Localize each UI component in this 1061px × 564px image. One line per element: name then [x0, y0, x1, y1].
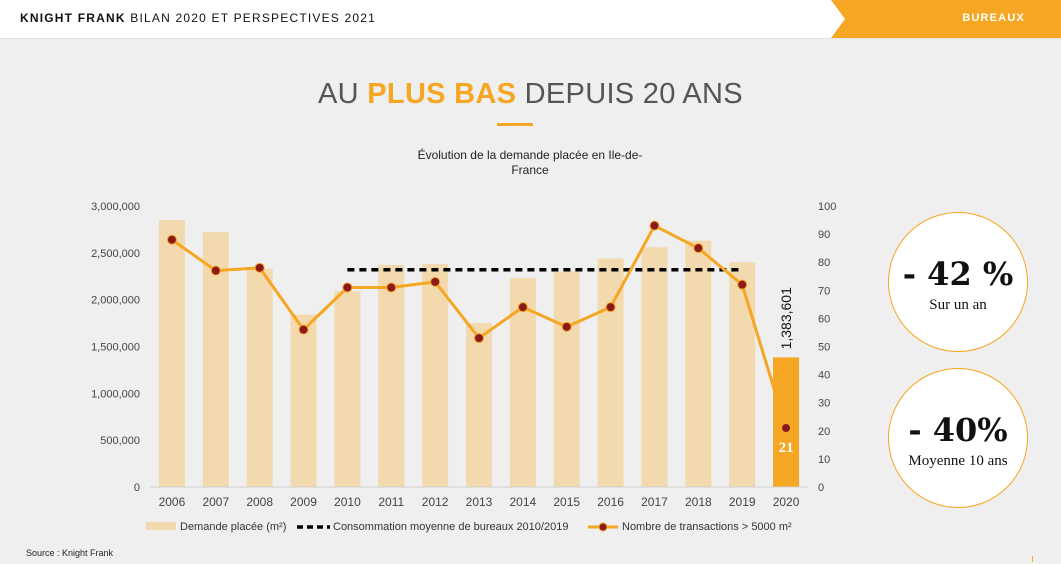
y-left-tick-label: 1,500,000 [91, 342, 140, 354]
bar-2020 [773, 357, 800, 487]
x-tick-label: 2015 [553, 495, 580, 509]
headline-underline [497, 123, 533, 126]
y-right-tick-label: 50 [818, 342, 830, 354]
y-right-tick-label: 10 [818, 454, 830, 466]
section-tag-label: BUREAUX [962, 12, 1025, 24]
kpi-label: Sur un an [929, 297, 987, 313]
x-tick-label: 2016 [597, 495, 624, 509]
transactions-point-2017 [649, 220, 660, 231]
transactions-point-2012 [430, 276, 441, 287]
bar-2009 [290, 314, 317, 487]
x-tick-label: 2018 [685, 495, 712, 509]
y-right-tick-label: 70 [818, 285, 830, 297]
top-header: KNIGHT FRANK BILAN 2020 ET PERSPECTIVES … [0, 0, 1061, 39]
y-left-tick-label: 2,000,000 [91, 295, 140, 307]
headline-highlight: PLUS BAS [367, 78, 517, 110]
legend-bar-label: Demande placée (m²) [180, 521, 286, 533]
bar-2019 [729, 262, 756, 487]
legend-dashed-label: Consommation moyenne de bureaux 2010/201… [333, 521, 568, 533]
line-value-label: 21 [779, 440, 794, 456]
transactions-point-2006 [166, 234, 177, 245]
x-tick-label: 2012 [422, 495, 449, 509]
y-left-tick-label: 3,000,000 [91, 201, 140, 213]
transactions-point-2016 [605, 302, 616, 313]
bar-2011 [378, 265, 405, 487]
x-tick-label: 2020 [773, 495, 800, 509]
bar-2018 [685, 240, 712, 487]
headline-part1: AU [318, 78, 368, 110]
transactions-point-2013 [474, 333, 484, 344]
kpi-label: Moyenne 10 ans [908, 453, 1008, 469]
transactions-point-2014 [517, 302, 528, 313]
y-left-tick-label: 500,000 [100, 435, 140, 447]
x-tick-label: 2011 [378, 495, 404, 509]
y-right-tick-label: 60 [818, 313, 830, 325]
transactions-point-2019 [737, 279, 748, 290]
y-right-tick-label: 20 [818, 426, 830, 438]
kpi-value: - 42 % [902, 255, 1014, 293]
brand-name: KNIGHT FRANK [20, 11, 126, 25]
brand: KNIGHT FRANK BILAN 2020 ET PERSPECTIVES … [20, 11, 376, 25]
bar-2016 [597, 258, 624, 487]
x-tick-label: 2010 [334, 495, 361, 509]
bar-2015 [553, 271, 580, 487]
transactions-point-2018 [693, 243, 704, 254]
transactions-point-2010 [342, 282, 353, 293]
bar-2013 [466, 323, 492, 487]
section-tag: BUREAUX [831, 0, 1061, 38]
kpi-circle-10y: - 40% Moyenne 10 ans [888, 368, 1028, 508]
legend-line-dot [598, 522, 608, 532]
legend-bar-swatch [146, 522, 176, 530]
kpi-circle-year: - 42 % Sur un an [888, 212, 1028, 352]
x-tick-label: 2013 [466, 495, 493, 509]
transactions-point-2011 [386, 282, 397, 293]
x-tick-label: 2009 [290, 495, 317, 509]
bar-2008 [246, 268, 273, 487]
x-tick-label: 2007 [202, 495, 229, 509]
brand-subtitle: BILAN 2020 ET PERSPECTIVES 2021 [130, 11, 377, 25]
transactions-point-2008 [254, 262, 265, 273]
legend-line-label: Nombre de transactions > 5000 m² [622, 521, 792, 533]
bar-value-label: 1,383,601 [778, 287, 794, 349]
x-tick-label: 2019 [729, 495, 756, 509]
transactions-point-2009 [298, 324, 309, 335]
y-right-tick-label: 90 [818, 229, 830, 241]
transactions-point-2020 [781, 422, 792, 433]
headline-part2: DEPUIS 20 ANS [516, 78, 743, 110]
x-tick-label: 2017 [641, 495, 668, 509]
x-tick-label: 2006 [159, 495, 186, 509]
chart-title: Évolution de la demande placée en Ile-de… [417, 148, 643, 177]
corner-mark [1032, 556, 1033, 562]
y-right-tick-label: 40 [818, 370, 830, 382]
transactions-point-2015 [561, 321, 572, 332]
source-note: Source : Knight Frank [26, 548, 114, 558]
transactions-point-2007 [210, 265, 221, 276]
page-headline: AU PLUS BAS DEPUIS 20 ANS [0, 78, 1061, 111]
y-right-tick-label: 30 [818, 398, 830, 410]
y-right-tick-label: 80 [818, 257, 830, 269]
y-left-tick-label: 2,500,000 [91, 248, 140, 260]
y-right-tick-label: 0 [818, 482, 824, 494]
y-left-tick-label: 1,000,000 [91, 388, 140, 400]
bar-2017 [641, 247, 668, 487]
bar-2006 [158, 220, 185, 488]
bar-2010 [334, 291, 361, 487]
kpi-value: - 40% [908, 411, 1008, 449]
y-right-tick-label: 100 [818, 201, 836, 213]
y-left-tick-label: 0 [134, 482, 140, 494]
x-tick-label: 2014 [510, 495, 537, 509]
bar-2012 [422, 264, 449, 487]
x-tick-label: 2008 [246, 495, 273, 509]
